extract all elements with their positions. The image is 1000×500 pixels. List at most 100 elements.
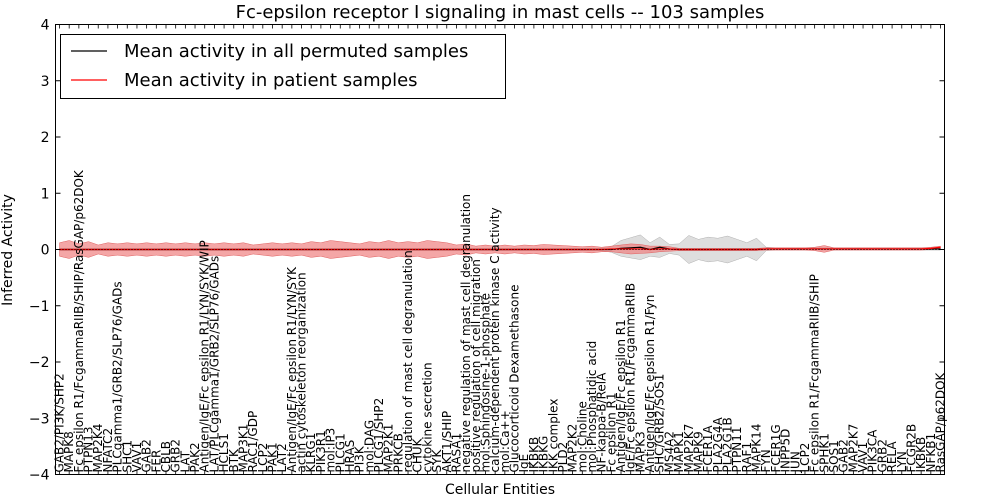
x-axis — [59, 24, 941, 475]
category-label: SYK — [430, 449, 444, 473]
category-label: FCER1G — [769, 424, 783, 472]
category-label: AKT1/SHIP — [440, 411, 454, 473]
category-label: Fc epsilon R1/FcgammaRIIB/SHIP — [808, 274, 822, 472]
category-label: RELA — [885, 441, 899, 473]
category-label: GRB2 — [169, 439, 183, 473]
category-label: MAPK1 — [672, 431, 686, 472]
category-label: PIK3CA — [866, 429, 880, 473]
category-label: CBLB — [159, 441, 173, 473]
category-label: PLCG1/SHP2 — [372, 398, 386, 473]
category-label: MAP2K7 — [682, 424, 696, 473]
y-tick-label: 1 — [41, 186, 50, 202]
category-label: PLCG1 — [333, 433, 347, 472]
category-label: MAPK8 — [62, 431, 76, 472]
series-line-patient — [59, 246, 941, 251]
category-label: RAC1/GDP — [246, 411, 260, 473]
category-label: Glucocorticoid Dexamethasone — [508, 285, 522, 473]
legend: Mean activity in all permuted samples Me… — [60, 34, 506, 99]
category-label: MAPK14 — [750, 424, 764, 473]
series-lines — [59, 246, 941, 251]
category-label: HRAS — [343, 440, 357, 473]
category-label: BTK — [227, 448, 241, 473]
category-label: RasGAP/p62DOK — [934, 371, 948, 472]
category-label: LAT/PLCgamma1/GRB2/SLP76/GADs — [207, 256, 221, 473]
category-label: VAV1 — [856, 442, 870, 473]
category-label: MAPK9 — [691, 431, 705, 472]
category-label: PTPN11 — [730, 426, 744, 472]
category-label: GRB2 — [875, 439, 889, 473]
category-label: mol:Phosphatidic acid — [585, 341, 599, 473]
y-tick-label: 4 — [41, 18, 50, 34]
category-label: LCP2 — [256, 443, 270, 473]
category-label: GAB2 — [837, 439, 851, 472]
legend-label-patient: Mean activity in patient samples — [124, 70, 418, 91]
category-label: IgE/Fc epsilon R1/FcgammaRIIB — [624, 283, 638, 473]
category-label: Antigen/IgE/Fc epsilon R1/Fyn — [643, 295, 657, 473]
category-label: MAP3K1 — [236, 424, 250, 473]
y-tick-label: −4 — [29, 468, 50, 484]
category-label: FER — [149, 450, 163, 473]
category-label: MAP2K7 — [846, 424, 860, 473]
y-tick-label: −3 — [29, 411, 50, 427]
category-label: MAPK3 — [633, 431, 647, 472]
category-label: Fc epsilon R1 — [604, 393, 618, 473]
category-label: negative regulation of mast cell degranu… — [459, 194, 473, 473]
y-tick-label: −2 — [29, 355, 50, 371]
category-label: IKBKB — [527, 437, 541, 473]
category-label: IKBKB — [914, 437, 928, 473]
category-label: FCGR2B — [904, 424, 918, 473]
category-label: PAK2 — [188, 442, 202, 472]
category-label: RAF1 — [740, 442, 754, 473]
category-label: IKBKG — [537, 436, 551, 473]
category-label: PIK3R1 — [314, 430, 328, 472]
category-label: NFATC2 — [101, 428, 115, 473]
chart-title: Fc-epsilon receptor I signaling in mast … — [236, 2, 765, 23]
category-label: SHC/GRB2/SOS1 — [653, 374, 667, 473]
category-label: PTPN13 — [82, 426, 96, 472]
category-label: PRKCB — [391, 433, 405, 472]
category-label: PLA2G4A — [711, 417, 725, 473]
category-label: mol:Ca++ — [498, 410, 512, 472]
legend-label-permuted: Mean activity in all permuted samples — [124, 41, 468, 62]
category-label: GAB2 — [140, 439, 154, 472]
category-label: LYN — [895, 451, 909, 472]
category-label: MS4A2 — [662, 431, 676, 472]
category-label: LAT — [178, 450, 192, 472]
y-tick-label: 3 — [41, 74, 50, 90]
category-label: actin cytoskeleton reorganization — [295, 272, 309, 472]
category-label: MAP2K2 — [566, 424, 580, 473]
category-label: PI3K — [353, 445, 367, 472]
category-label: Antigen/IgE/Fc epsilon R1/LYN/SYK — [285, 266, 299, 473]
category-label: NFKB1 — [924, 433, 938, 473]
category-label: positive regulation of cell migration — [469, 259, 483, 472]
legend-box — [60, 34, 506, 99]
y-tick-label: 2 — [41, 130, 50, 146]
category-label: regulation of mast cell degranulation — [401, 250, 415, 472]
y-tick-label: −1 — [29, 299, 50, 315]
category-label: mol:Sphingosine-1-phosphate — [478, 293, 492, 473]
category-label: IKK complex — [546, 399, 560, 473]
category-label: SPHK1 — [817, 433, 831, 472]
category-label: mol:Choline — [575, 401, 589, 472]
category-label: LAT2 — [275, 443, 289, 472]
category-label: Antigen/IgE/Fc epsilon R1/LYN/SYK/WIP — [198, 240, 212, 472]
category-label: HCLS1 — [217, 433, 231, 472]
category-label: Fc epsilon R1/FcgammaRIIB/SHIP/RasGAP/p6… — [72, 169, 86, 472]
category-label: PAK1 — [265, 442, 279, 472]
category-label: calcium-dependent protein kinase C activ… — [488, 207, 502, 472]
category-label: NF-kappa-B/RelA — [595, 372, 609, 473]
category-label: Antigen/IgE/Fc epsilon R1 — [614, 319, 628, 472]
category-label: MAP2K1 — [382, 424, 396, 473]
y-tick-label: 0 — [41, 243, 50, 259]
category-label: MAP2K4 — [91, 424, 105, 473]
category-label: LCP2 — [798, 443, 812, 473]
y-axis-label: Inferred Activity — [0, 194, 16, 306]
y-axis: −4 −3 −2 −1 0 1 2 3 4 — [29, 18, 945, 484]
category-label: cytokine secretion — [420, 362, 434, 472]
category-label: PLD2 — [556, 442, 570, 473]
category-label: JUN — [788, 451, 802, 473]
category-label: mol:IP3 — [324, 428, 338, 473]
category-label: SHC1 — [120, 440, 134, 473]
